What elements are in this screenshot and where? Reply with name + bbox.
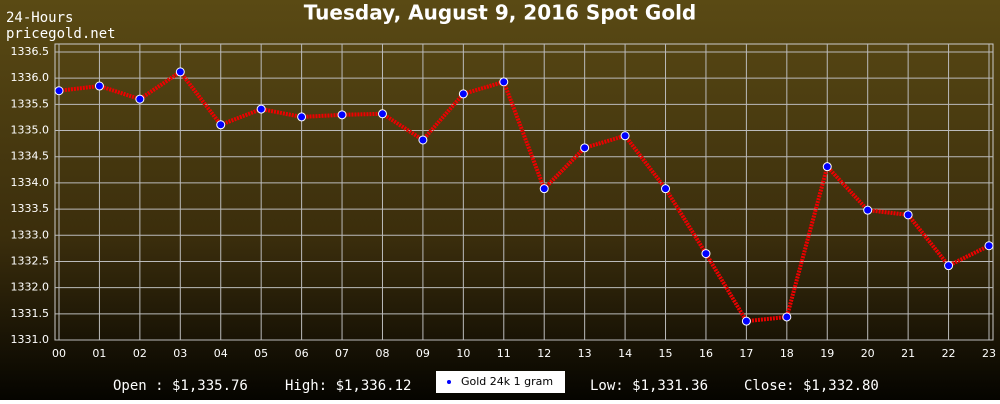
data-point	[54, 86, 64, 96]
x-tick-label: 20	[861, 347, 875, 360]
legend-box	[436, 371, 565, 393]
series-line	[58, 69, 990, 324]
data-point	[458, 89, 468, 99]
data-point	[94, 81, 104, 91]
x-tick-label: 10	[456, 347, 470, 360]
data-point	[741, 316, 751, 326]
chart-title: Tuesday, August 9, 2016 Spot Gold	[304, 1, 697, 25]
x-tick-label: 19	[820, 347, 834, 360]
data-point	[297, 112, 307, 122]
stat: Open : $1,335.76	[113, 378, 248, 394]
legend-marker	[447, 380, 451, 384]
data-point	[944, 261, 954, 271]
x-tick-label: 04	[214, 347, 228, 360]
x-tick-label: 01	[92, 347, 106, 360]
data-point	[175, 67, 185, 77]
x-tick-label: 18	[780, 347, 794, 360]
y-tick-label: 1331.0	[11, 333, 50, 346]
data-point	[620, 131, 630, 141]
y-tick-label: 1335.0	[11, 124, 50, 137]
y-tick-label: 1333.5	[11, 202, 50, 215]
data-point	[216, 120, 226, 130]
data-point	[903, 210, 913, 220]
x-tick-label: 22	[942, 347, 956, 360]
x-tick-label: 08	[375, 347, 389, 360]
y-tick-label: 1331.5	[11, 307, 50, 320]
annotation: 24-Hours	[6, 10, 73, 26]
x-tick-label: 12	[537, 347, 551, 360]
y-tick-label: 1336.5	[11, 45, 50, 58]
data-point	[863, 205, 873, 215]
y-tick-label: 1334.0	[11, 176, 50, 189]
data-point	[539, 184, 549, 194]
data-point	[499, 77, 509, 87]
data-point	[701, 249, 711, 259]
y-tick-label: 1332.0	[11, 281, 50, 294]
stat: Close: $1,332.80	[744, 378, 879, 394]
x-tick-label: 07	[335, 347, 349, 360]
data-point	[822, 162, 832, 172]
data-point	[984, 241, 994, 251]
x-tick-label: 05	[254, 347, 268, 360]
x-tick-label: 11	[497, 347, 511, 360]
x-tick-label: 06	[295, 347, 309, 360]
x-tick-label: 13	[578, 347, 592, 360]
stat: Low: $1,331.36	[590, 378, 708, 394]
data-point	[661, 184, 671, 194]
x-tick-label: 17	[739, 347, 753, 360]
x-tick-label: 15	[659, 347, 673, 360]
x-tick-label: 03	[173, 347, 187, 360]
x-tick-label: 16	[699, 347, 713, 360]
data-point	[135, 94, 145, 104]
data-point	[256, 104, 266, 114]
x-tick-label: 14	[618, 347, 632, 360]
data-point	[377, 109, 387, 119]
y-tick-label: 1332.5	[11, 254, 50, 267]
stat: High: $1,336.12	[285, 378, 411, 394]
data-point	[580, 143, 590, 153]
annotation: pricegold.net	[6, 26, 116, 42]
y-tick-label: 1335.5	[11, 97, 50, 110]
data-point	[337, 110, 347, 120]
x-tick-label: 09	[416, 347, 430, 360]
x-tick-label: 21	[901, 347, 915, 360]
x-tick-label: 23	[982, 347, 996, 360]
y-tick-label: 1334.5	[11, 150, 50, 163]
y-tick-label: 1333.0	[11, 228, 50, 241]
y-tick-label: 1336.0	[11, 71, 50, 84]
x-tick-label: 00	[52, 347, 66, 360]
legend-label: Gold 24k 1 gram	[461, 375, 553, 388]
data-point	[782, 312, 792, 322]
x-tick-label: 02	[133, 347, 147, 360]
data-point	[418, 135, 428, 145]
